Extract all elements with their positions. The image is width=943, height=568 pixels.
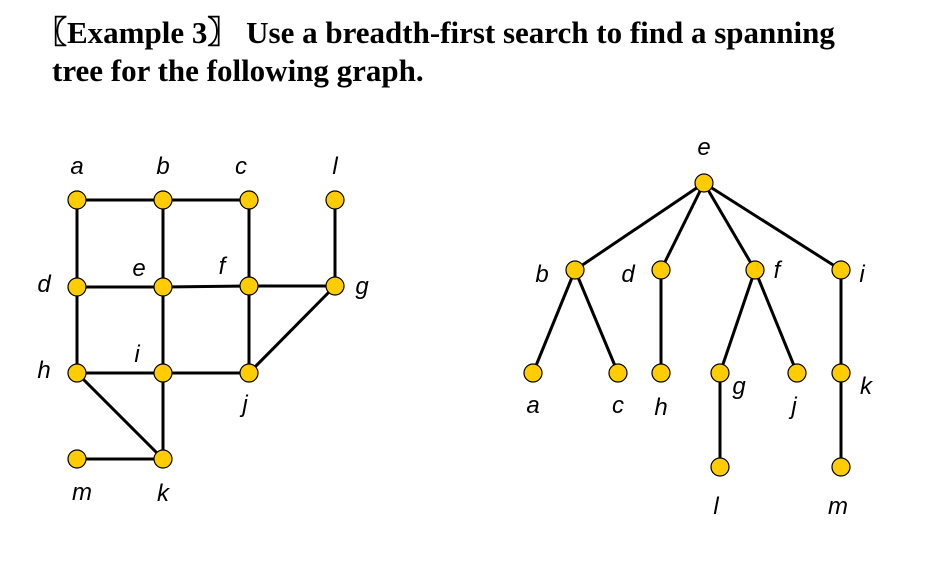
- tree-node-j: [787, 363, 807, 383]
- graph-label-m: m: [72, 479, 92, 506]
- graph-node-j: [239, 363, 259, 383]
- graph-edge-g-j: [247, 284, 337, 375]
- graph-label-b: b: [156, 153, 169, 180]
- tree-edge-b-a: [531, 269, 577, 374]
- tree-node-b: [565, 260, 585, 280]
- tree-label-l: l: [713, 493, 719, 520]
- graph-node-d: [67, 277, 87, 297]
- tree-node-l: [710, 457, 730, 477]
- tree-labels: e b d f i a c h g j k l m: [526, 134, 874, 520]
- title-line-2: tree for the following graph.: [52, 53, 424, 88]
- tree-node-h: [651, 363, 671, 383]
- graph-node-l: [325, 190, 345, 210]
- graph-node-b: [153, 190, 173, 210]
- tree-label-m: m: [828, 493, 848, 520]
- graph-edge-h-k: [75, 371, 165, 461]
- tree-nodes: [523, 173, 851, 477]
- graph-label-l: l: [332, 153, 338, 180]
- graph-label-c: c: [235, 153, 247, 180]
- tree-node-d: [651, 260, 671, 280]
- tree-label-d: d: [621, 261, 635, 288]
- tree-node-f: [745, 260, 765, 280]
- graph-edges: [75, 198, 337, 461]
- tree-node-i: [831, 260, 851, 280]
- graph-label-e: e: [132, 255, 145, 282]
- graph-nodes: [67, 190, 345, 469]
- graph-labels: a b c l d e f g h i j m k: [37, 153, 369, 507]
- graph-node-c: [239, 190, 259, 210]
- graph-node-f: [239, 276, 259, 296]
- graph-node-m: [67, 449, 87, 469]
- tree-edge-f-g: [718, 269, 757, 374]
- tree-label-c: c: [612, 392, 624, 419]
- tree-node-k: [831, 363, 851, 383]
- graph-label-a: a: [70, 153, 83, 180]
- graph-node-h: [67, 363, 87, 383]
- graph-label-k: k: [157, 480, 171, 507]
- title-line-1: 〖Example 3〗 Use a breadth-first search t…: [36, 15, 835, 50]
- graph-label-h: h: [37, 357, 50, 384]
- tree-label-g: g: [732, 373, 746, 400]
- tree-edge-e-f: [702, 182, 757, 271]
- tree-node-g: [710, 363, 730, 383]
- graph-label-f: f: [219, 253, 228, 280]
- tree-edge-e-d: [659, 182, 706, 271]
- tree-edge-b-c: [573, 269, 620, 374]
- graph-label-j: j: [239, 391, 248, 418]
- graph-edge-e-f: [162, 284, 250, 289]
- tree-label-e: e: [697, 134, 710, 161]
- graph-label-i: i: [134, 341, 140, 368]
- tree-label-f: f: [774, 257, 783, 284]
- graph-label-d: d: [37, 271, 51, 298]
- tree-label-b: b: [535, 261, 548, 288]
- tree-node-a: [523, 363, 543, 383]
- tree-label-a: a: [526, 392, 539, 419]
- page-title: 〖Example 3〗 Use a breadth-first search t…: [36, 14, 936, 90]
- tree-label-i: i: [859, 261, 865, 288]
- tree-edge-e-i: [703, 181, 842, 272]
- tree-node-m: [831, 457, 851, 477]
- graph-node-e: [153, 277, 173, 297]
- tree-label-h: h: [654, 394, 667, 421]
- tree-edge-f-j: [753, 269, 799, 374]
- tree-edge-e-b: [574, 181, 705, 272]
- tree-label-j: j: [788, 393, 797, 420]
- tree-edges: [531, 181, 843, 467]
- graph-node-a: [67, 190, 87, 210]
- graph-node-i: [153, 363, 173, 383]
- tree-node-c: [608, 363, 628, 383]
- graph-node-g: [325, 276, 345, 296]
- graph-node-k: [153, 449, 173, 469]
- tree-label-k: k: [860, 373, 874, 400]
- tree-node-e: [694, 173, 714, 193]
- graph-label-g: g: [355, 273, 369, 300]
